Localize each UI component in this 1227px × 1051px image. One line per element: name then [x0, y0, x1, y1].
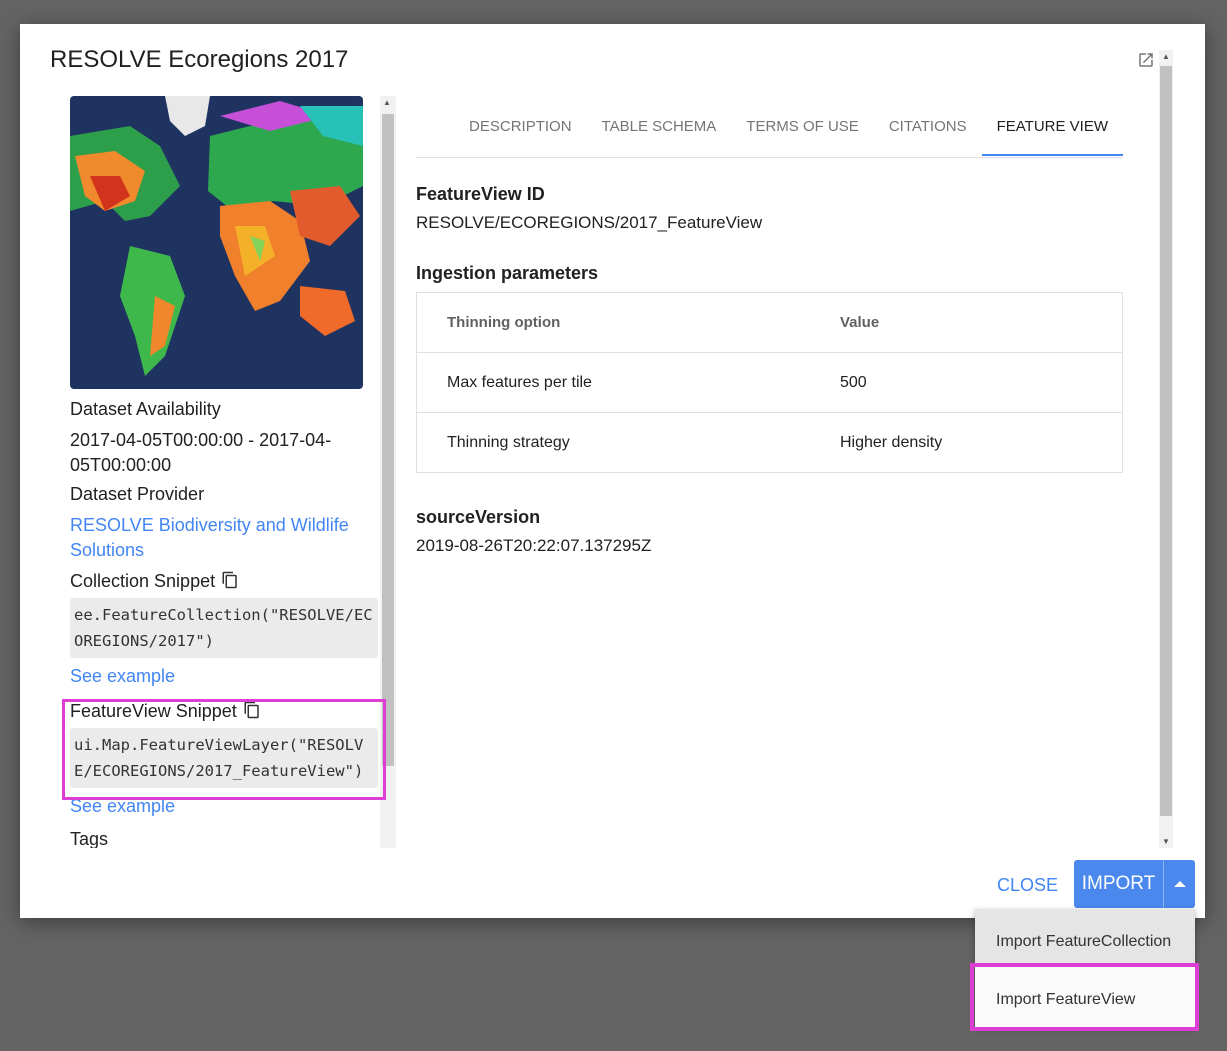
tab-description[interactable]: DESCRIPTION [469, 118, 572, 135]
scroll-down-arrow-icon[interactable]: ▼ [1162, 837, 1170, 846]
menu-item-import-featurecollection[interactable]: Import FeatureCollection [975, 909, 1195, 967]
dataset-thumbnail-map [70, 96, 363, 389]
tab-terms-of-use[interactable]: TERMS OF USE [746, 118, 859, 135]
scroll-up-arrow-icon[interactable]: ▲ [383, 98, 391, 107]
featureview-id-label: FeatureView ID [416, 184, 545, 204]
tab-citations[interactable]: CITATIONS [888, 118, 967, 135]
featureview-snippet-label: FeatureView Snippet [70, 699, 380, 724]
table-cell: Max features per tile [416, 352, 798, 413]
import-dropdown-toggle[interactable] [1164, 860, 1195, 908]
ingestion-label: Ingestion parameters [416, 263, 599, 283]
feature-view-panel: FeatureView ID RESOLVE/ECOREGIONS/2017_F… [416, 184, 1123, 586]
collection-snippet-label: Collection Snippet [70, 569, 380, 594]
close-button[interactable]: CLOSE [997, 875, 1059, 895]
table-row: Thinning strategy Higher density [416, 412, 1123, 473]
scrollbar-thumb[interactable] [1160, 66, 1172, 816]
source-version-label: sourceVersion [416, 507, 541, 527]
table-cell: 500 [797, 352, 1123, 413]
dataset-dialog: RESOLVE Ecoregions 2017 Dataset Availabi… [20, 24, 1205, 918]
collection-snippet-code[interactable]: ee.FeatureCollection("RESOLVE/ECOREGIONS… [70, 598, 378, 658]
table-cell: Higher density [797, 412, 1123, 473]
import-menu: Import FeatureCollection Import FeatureV… [975, 909, 1195, 1027]
highlight-box [62, 699, 386, 800]
table-row: Max features per tile 500 [416, 352, 1123, 413]
highlight-box [970, 963, 1199, 1031]
availability-label: Dataset Availability [70, 399, 221, 419]
featureview-id-value: RESOLVE/ECOREGIONS/2017_FeatureView [416, 213, 763, 232]
column-header: Value [797, 292, 1123, 353]
featureview-snippet-label-text: FeatureView Snippet [70, 701, 237, 721]
copy-icon[interactable] [243, 701, 261, 719]
tab-feature-view[interactable]: FEATURE VIEW [981, 100, 1123, 156]
content-scrollbar[interactable]: ▲ ▼ [1159, 50, 1173, 848]
scroll-up-arrow-icon[interactable]: ▲ [1162, 52, 1170, 61]
import-button[interactable]: IMPORT [1074, 860, 1164, 908]
menu-item-import-featureview[interactable]: Import FeatureView [996, 991, 1136, 1008]
ingestion-table: Thinning option Value Max features per ti… [416, 292, 1123, 473]
tab-bar: DESCRIPTION TABLE SCHEMA TERMS OF USE CI… [416, 100, 1123, 158]
import-split-button: IMPORT [1074, 860, 1195, 908]
copy-icon[interactable] [221, 571, 239, 589]
availability-value: 2017-04-05T00:00:00 - 2017-04-05T00:00:0… [70, 430, 332, 475]
dialog-title: RESOLVE Ecoregions 2017 [50, 46, 349, 73]
sidebar-scrollbar[interactable]: ▲ [380, 96, 396, 848]
featureview-snippet-code[interactable]: ui.Map.FeatureViewLayer("RESOLVE/ECOREGI… [70, 728, 378, 788]
source-version-value: 2019-08-26T20:22:07.137295Z [416, 536, 652, 555]
dataset-sidebar: Dataset Availability 2017-04-05T00:00:00… [70, 96, 380, 848]
open-external-icon[interactable] [1137, 51, 1155, 69]
tags-label: Tags [70, 829, 109, 848]
provider-label: Dataset Provider [70, 484, 205, 504]
see-example-link[interactable]: See example [70, 666, 176, 686]
provider-link[interactable]: RESOLVE Biodiversity and Wildlife Soluti… [70, 515, 349, 560]
tab-table-schema[interactable]: TABLE SCHEMA [601, 118, 717, 135]
collection-snippet-label-text: Collection Snippet [70, 571, 216, 591]
caret-up-icon [1173, 881, 1186, 887]
table-header-row: Thinning option Value [416, 292, 1123, 353]
column-header: Thinning option [416, 292, 798, 353]
scrollbar-thumb[interactable] [382, 114, 394, 766]
see-example-link[interactable]: See example [70, 796, 176, 816]
table-cell: Thinning strategy [416, 412, 798, 473]
